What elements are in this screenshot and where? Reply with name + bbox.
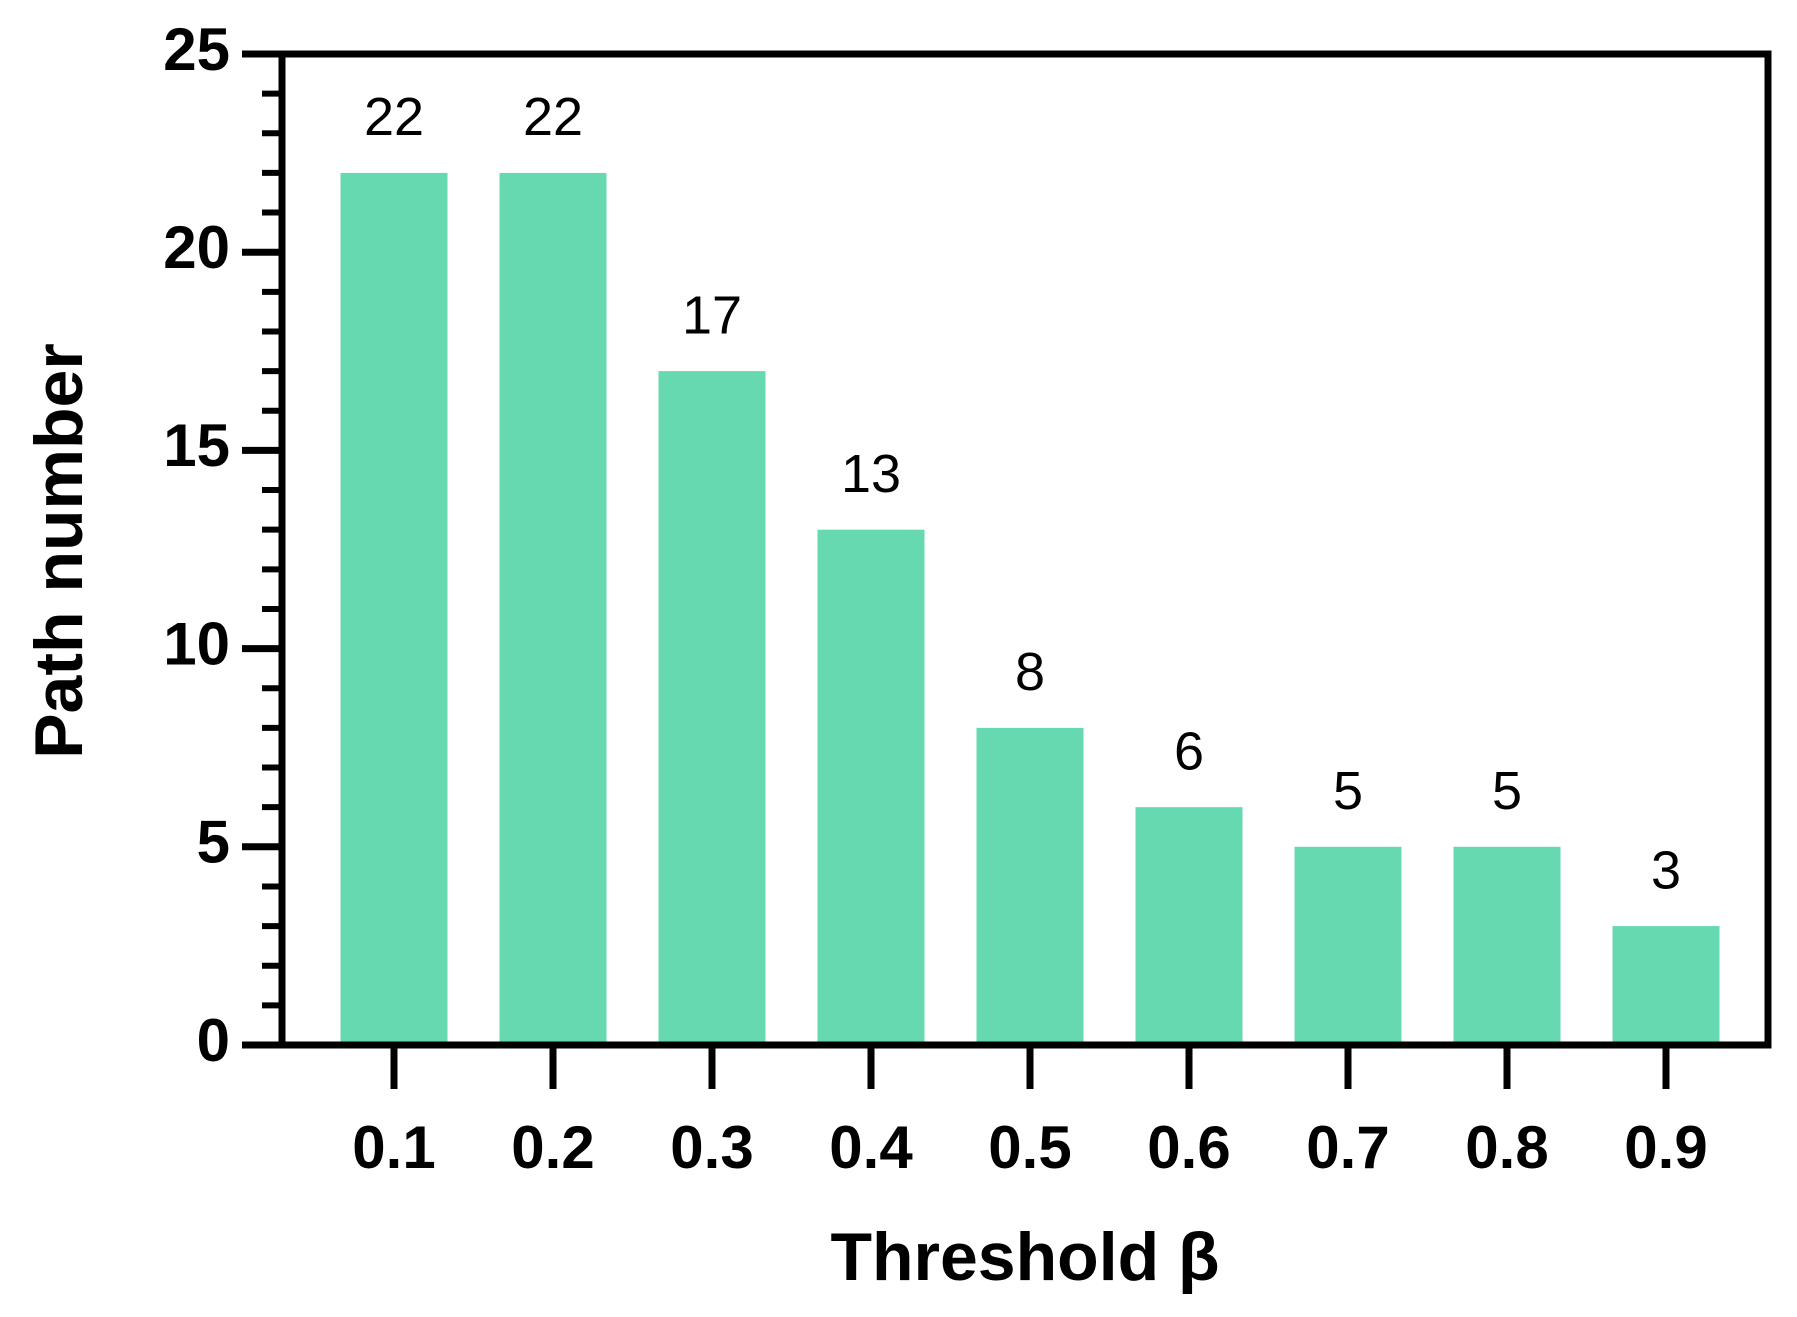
value-label: 5 <box>1333 761 1363 821</box>
value-label: 22 <box>364 87 424 147</box>
x-axis-title: Threshold β <box>830 1219 1219 1295</box>
bar <box>1294 846 1402 1045</box>
bar <box>817 529 925 1045</box>
x-tick-label: 0.8 <box>1465 1114 1548 1181</box>
y-tick-label: 25 <box>163 16 230 83</box>
plot-frame <box>278 50 1772 1049</box>
x-tick-label: 0.1 <box>352 1114 435 1181</box>
y-tick-label: 10 <box>163 610 230 677</box>
x-tick-label: 0.4 <box>829 1114 913 1181</box>
x-tick-label: 0.7 <box>1306 1114 1389 1181</box>
x-tick-label: 0.9 <box>1624 1114 1707 1181</box>
y-tick-label: 5 <box>197 809 230 876</box>
bar <box>340 172 448 1046</box>
y-tick-label: 20 <box>163 214 230 281</box>
y-tick-label: 0 <box>197 1007 230 1074</box>
y-tick-label: 15 <box>163 412 230 479</box>
value-label: 22 <box>523 87 583 147</box>
bar <box>658 371 766 1045</box>
bar <box>1612 926 1720 1045</box>
x-tick-label: 0.3 <box>670 1114 753 1181</box>
bar <box>976 727 1084 1045</box>
value-label: 3 <box>1651 840 1681 900</box>
value-label: 8 <box>1015 642 1045 702</box>
x-tick-label: 0.2 <box>511 1114 594 1181</box>
bar <box>1453 846 1561 1045</box>
value-label: 17 <box>682 285 742 345</box>
value-label: 5 <box>1492 761 1522 821</box>
value-label: 13 <box>841 444 901 504</box>
x-tick-label: 0.5 <box>988 1114 1071 1181</box>
value-label: 6 <box>1174 721 1204 781</box>
x-tick-label: 0.6 <box>1147 1114 1230 1181</box>
bar <box>1135 807 1243 1045</box>
y-axis-title: Path number <box>21 343 97 759</box>
bar <box>499 172 607 1046</box>
